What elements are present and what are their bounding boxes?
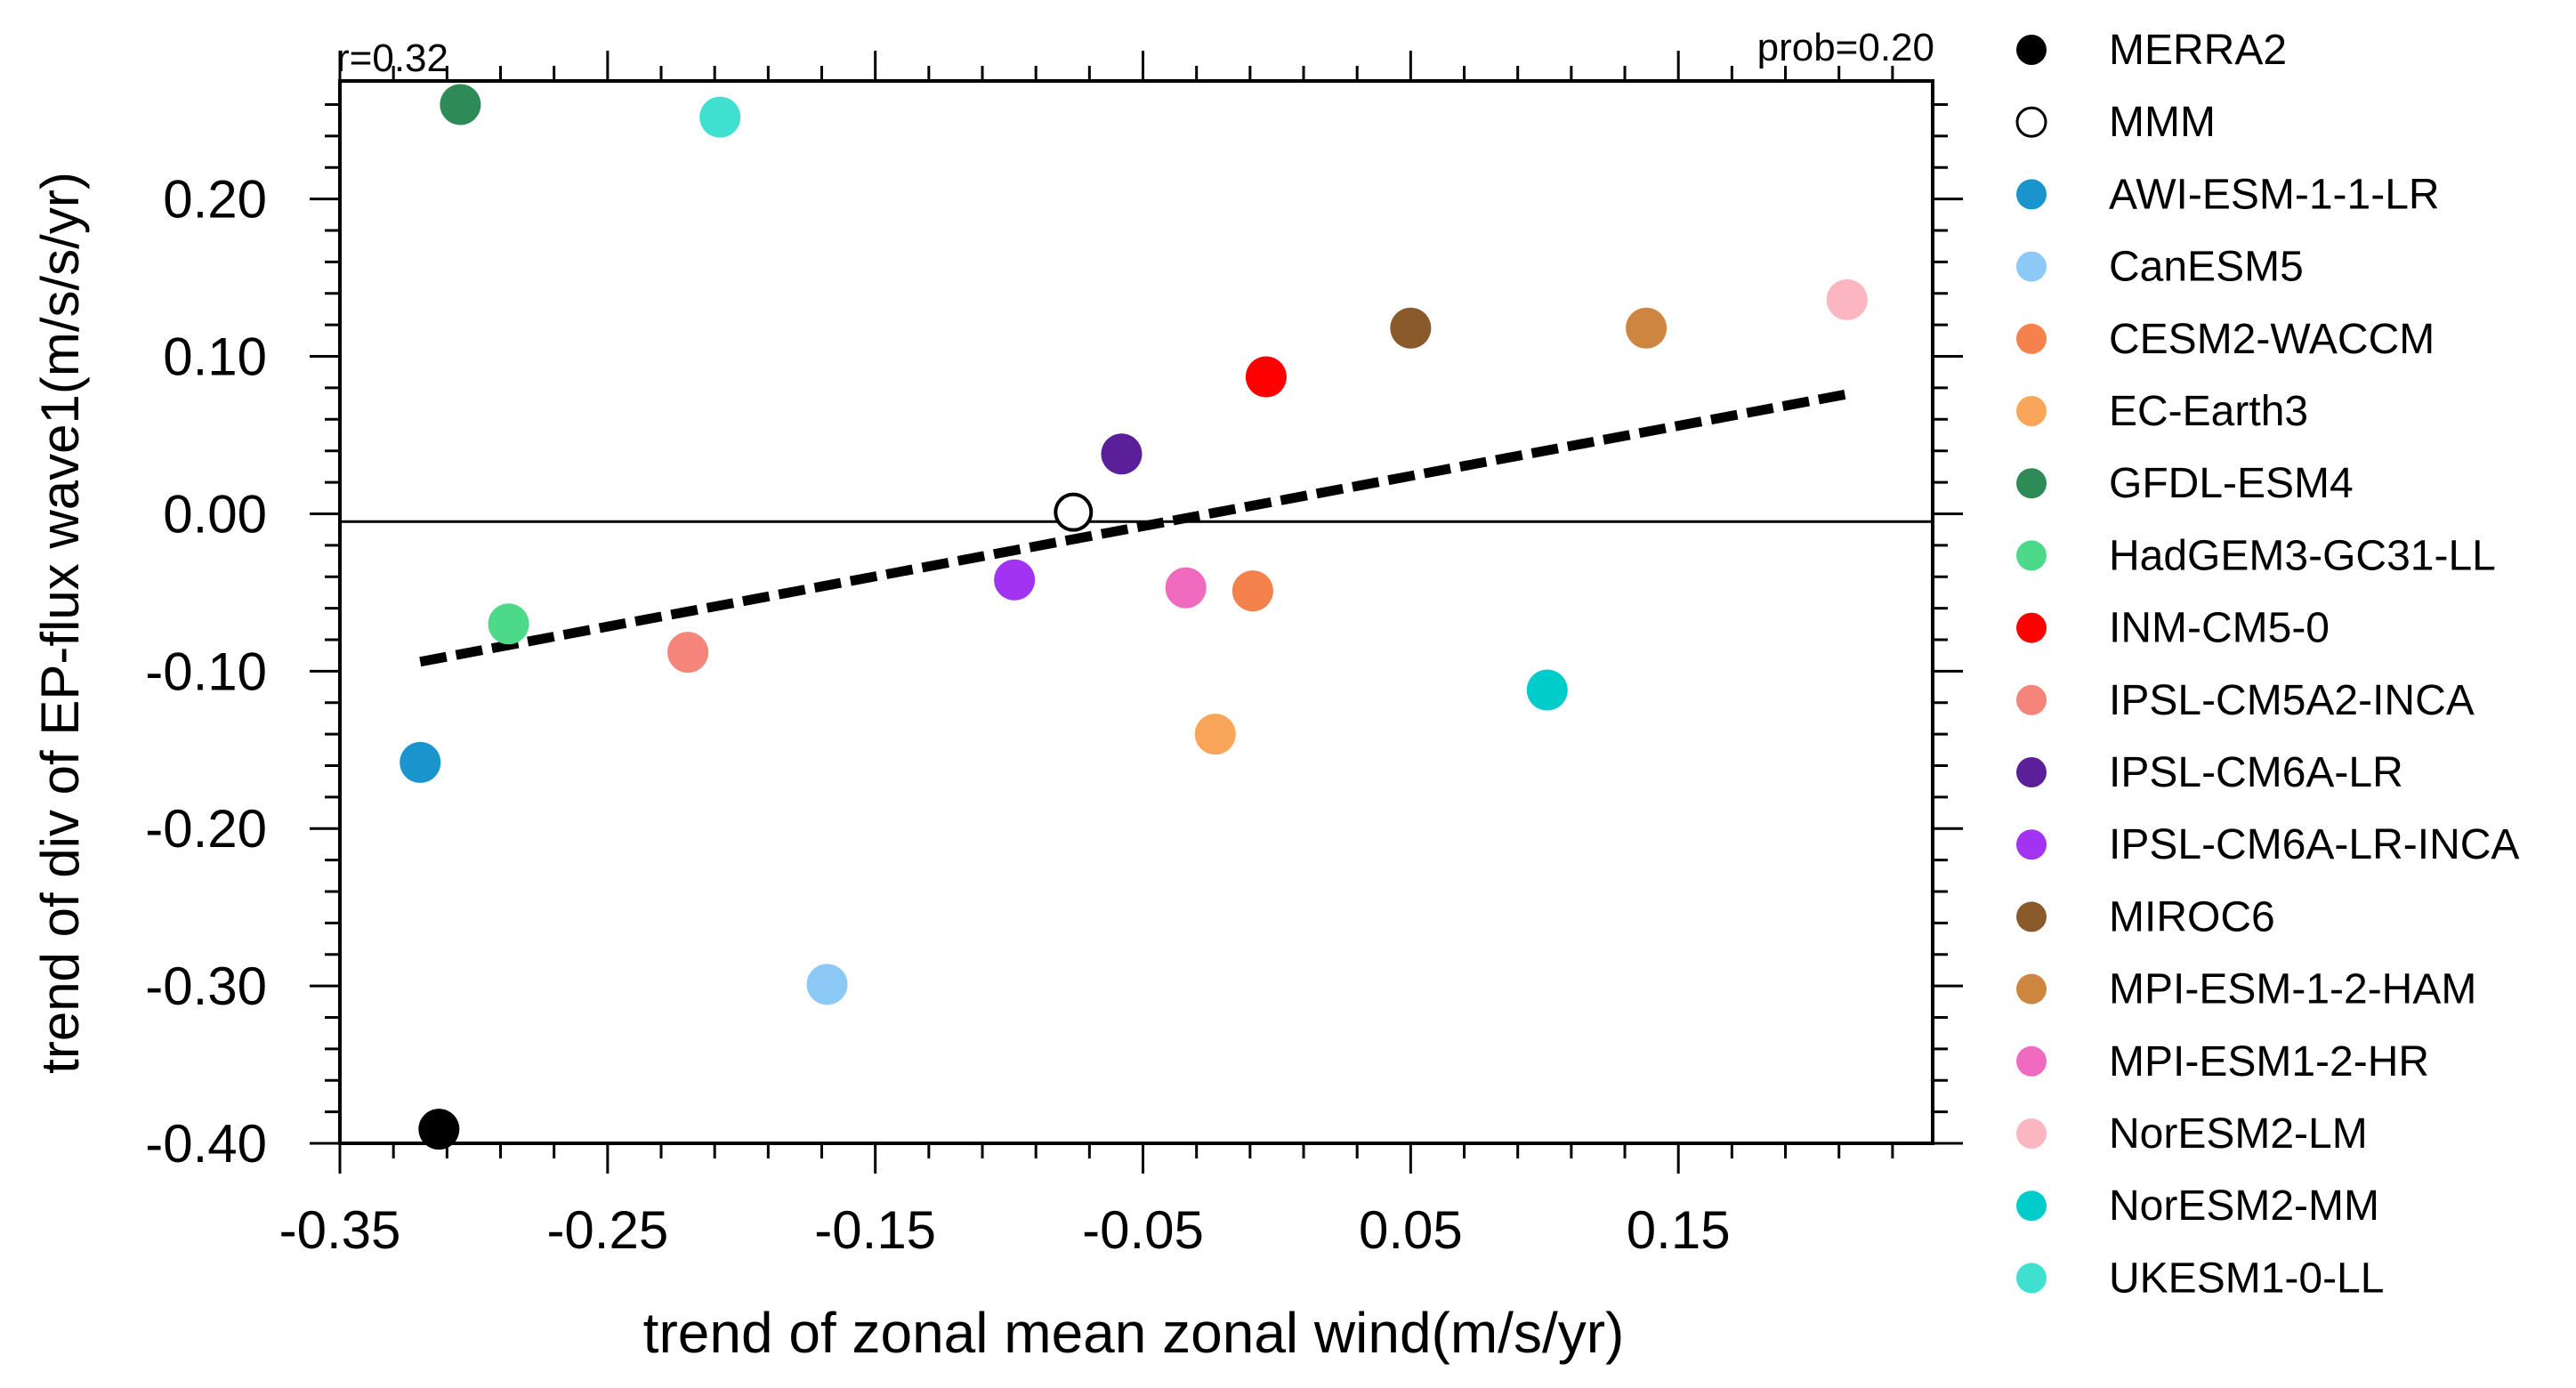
legend-label: NorESM2-MM [2109,1182,2379,1230]
data-point-cesm2-waccm [1231,570,1273,612]
legend-label: MIROC6 [2109,893,2275,940]
data-point-ipsl-cm6a-lr-inca [994,559,1036,601]
data-point-ec-earth3 [1194,714,1236,755]
legend-label: INM-CM5-0 [2109,605,2330,652]
legend-label: GFDL-ESM4 [2109,460,2354,507]
legend-label: IPSL-CM6A-LR [2109,749,2403,796]
legend-label: AWI-ESM-1-1-LR [2109,171,2440,218]
legend-marker [2016,540,2047,571]
legend-marker [2016,35,2047,65]
probability-annotation: prob=0.20 [1757,26,1934,69]
legend-label: UKESM1-0-LL [2109,1255,2384,1302]
legend-label: MPI-ESM-1-2-HAM [2109,966,2476,1013]
plot-layer: -0.35 -0.25 -0.15 -0.05 0.05 0.15 -0.40 -0.30 -0… [145,51,1963,1260]
legend-label: MMM [2109,99,2216,146]
data-point-gfdl-esm4 [440,84,481,125]
legend-marker [2016,757,2047,787]
data-point-miroc6 [1390,307,1432,349]
legend-marker [2016,684,2047,715]
x-tick-label: 0.05 [1359,1200,1463,1260]
data-point-mpi-esm-1-2-ham [1626,307,1668,349]
y-axis-title: trend of div of EP-flux wave1(m/s/s/yr) [30,172,90,1074]
legend-marker [2016,612,2047,643]
legend-label: NorESM2-LM [2109,1110,2368,1158]
data-point-canesm5 [806,964,848,1005]
plot-frame [338,79,1934,1145]
legend-marker [2016,396,2047,426]
data-point-inm-cm5-0 [1245,356,1287,398]
y-tick-label: -0.30 [145,956,267,1016]
y-tick-label: -0.10 [145,642,267,701]
legend-label: IPSL-CM6A-LR-INCA [2109,821,2519,868]
y-tick-label: -0.40 [145,1114,267,1174]
legend-marker [2016,829,2047,860]
data-point-noresm2-lm [1826,278,1868,320]
x-tick-label: -0.25 [546,1200,668,1260]
legend-label: MERRA2 [2109,27,2287,74]
legend-marker [2016,973,2047,1005]
legend-marker [2016,251,2047,282]
legend-label: HadGEM3-GC31-LL [2109,532,2496,579]
x-tick-label: -0.15 [814,1200,936,1260]
legend-label: IPSL-CM5A2-INCA [2109,677,2475,724]
legend-marker [2016,179,2047,210]
y-tick-label: -0.20 [145,799,267,859]
data-point-awi-esm-1-1-lr [400,741,441,783]
data-point-mmm [1054,492,1094,532]
legend-marker [2016,1263,2047,1294]
x-tick-label: -0.35 [279,1200,401,1260]
legend-marker [2016,323,2047,354]
legend: MERRA2 MMM AWI-ESM-1-1-LR CanESM5 CESM2-WACC… [2015,27,2519,1302]
y-tick-label: 0.20 [163,170,267,230]
correlation-annotation: r=0.32 [336,36,448,80]
x-tick-label: 0.15 [1627,1200,1731,1260]
data-point-ukesm1-0-ll [699,96,741,138]
legend-label: EC-Earth3 [2109,388,2308,435]
legend-marker [2016,468,2047,499]
regression-line [419,389,1848,667]
legend-label: CanESM5 [2109,244,2304,291]
legend-label: MPI-ESM1-2-HR [2109,1038,2429,1085]
data-point-mpi-esm1-2-hr [1165,567,1207,609]
data-point-ipsl-cm6a-lr [1101,433,1143,475]
x-tick-label: -0.05 [1082,1200,1204,1260]
y-tick-label: 0.00 [163,484,267,544]
data-point-merra2 [418,1109,460,1150]
data-point-noresm2-mm [1526,669,1568,711]
data-point-ipsl-cm5a2-inca [667,632,709,674]
legend-marker [2016,901,2047,932]
y-tick-label: 0.10 [163,327,267,387]
legend-marker [2016,1190,2047,1222]
data-point-hadgem3-gc31-ll [488,603,529,645]
x-axis-title: trend of zonal mean zonal wind(m/s/yr) [643,1301,1625,1365]
legend-marker [2016,1118,2047,1149]
legend-label: CESM2-WACCM [2109,316,2435,363]
legend-marker [2015,106,2047,138]
legend-marker [2016,1045,2047,1077]
